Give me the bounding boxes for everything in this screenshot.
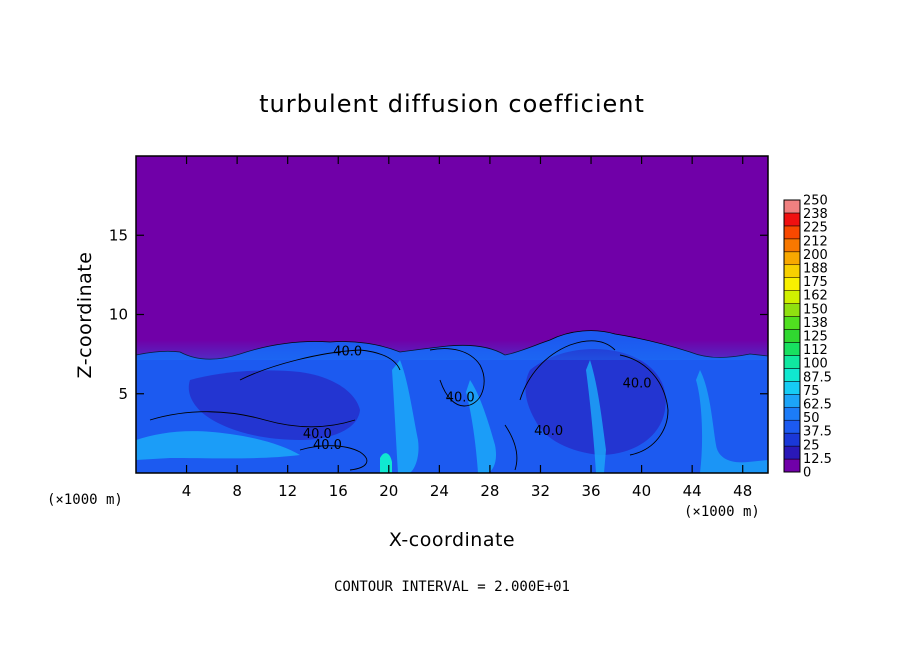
field-region-high	[696, 370, 768, 473]
colorbar-label: 250	[803, 194, 828, 209]
colorbar-swatch	[783, 368, 801, 382]
colorbar-label: 0	[803, 466, 811, 481]
contour-label: 40.0	[534, 424, 563, 439]
colorbar: 012.52537.55062.57587.510011212513815016…	[783, 194, 832, 481]
colorbar-label: 162	[803, 289, 828, 304]
x-tick-label: 8	[232, 482, 242, 500]
x-tick-label: 40	[632, 482, 651, 500]
contour-line	[519, 340, 616, 401]
colorbar-swatch	[783, 251, 801, 266]
colorbar-label: 87.5	[803, 370, 832, 385]
x-tick-label: 36	[581, 482, 600, 500]
colorbar-swatch	[783, 212, 801, 227]
colorbar-label: 50	[803, 411, 820, 426]
colorbar-swatch	[783, 445, 801, 460]
x-unit-label-left: (×1000 m)	[47, 492, 123, 508]
colorbar-label: 175	[803, 275, 828, 290]
colorbar-swatch	[783, 329, 801, 343]
colorbar-frame	[783, 199, 801, 473]
top-glow	[136, 340, 768, 360]
y-tick-label: 10	[109, 306, 128, 324]
contour-line	[299, 445, 368, 471]
contour-line	[504, 424, 518, 471]
contour-labels: 40.040.040.040.040.040.0	[303, 345, 652, 454]
x-axis-ticks: 4 8 12 16 20 24 28 32 36 40 44 48	[182, 156, 752, 500]
colorbar-swatch	[783, 316, 801, 330]
colorbar-label: 150	[803, 302, 828, 317]
contour-lines	[149, 340, 669, 471]
colorbar-swatch	[783, 342, 801, 356]
colorbar-label: 100	[803, 357, 828, 372]
colorbar-label: 125	[803, 330, 828, 345]
colorbar-swatch	[783, 225, 801, 240]
y-axis-label: Z-coordinate	[74, 252, 96, 379]
turbulence-field	[136, 330, 768, 473]
colorbar-label: 12.5	[803, 452, 832, 467]
x-tick-label: 24	[430, 482, 449, 500]
chart-title: turbulent diffusion coefficient	[259, 90, 645, 118]
colorbar-swatch	[783, 381, 801, 395]
colorbar-swatch	[783, 303, 801, 317]
colorbar-label: 138	[803, 316, 828, 331]
contour-label: 40.0	[623, 376, 652, 391]
colorbar-swatch	[783, 355, 801, 369]
x-tick-label: 20	[379, 482, 398, 500]
plot-area: 40.040.040.040.040.040.0	[136, 156, 768, 473]
field-region-high	[136, 431, 300, 460]
colorbar-swatch	[783, 458, 801, 473]
colorbar-label: 188	[803, 262, 828, 277]
contour-label: 40.0	[303, 427, 332, 442]
y-tick-label: 15	[109, 226, 128, 244]
colorbar-label: 75	[803, 384, 820, 399]
x-tick-label: 28	[480, 482, 499, 500]
field-region-high	[586, 360, 606, 473]
colorbar-label: 200	[803, 248, 828, 263]
colorbar-label: 62.5	[803, 398, 832, 413]
colorbar-swatch	[783, 432, 801, 447]
colorbar-label: 212	[803, 234, 828, 249]
colorbar-swatch	[783, 394, 801, 408]
colorbar-label: 238	[803, 207, 828, 222]
x-tick-label: 48	[733, 482, 752, 500]
y-axis-ticks: 5 10 15	[109, 226, 768, 403]
x-axis-label: X-coordinate	[389, 529, 515, 551]
colorbar-swatch	[783, 199, 801, 214]
x-tick-label: 16	[329, 482, 348, 500]
field-region-high	[392, 360, 419, 473]
x-tick-label: 44	[683, 482, 702, 500]
colorbar-swatch	[783, 277, 801, 291]
contour-label: 40.0	[446, 391, 475, 406]
contour-line	[619, 354, 669, 456]
y-tick-label: 5	[118, 385, 128, 403]
contour-interval-note: CONTOUR INTERVAL = 2.000E+01	[334, 579, 570, 595]
field-region-low	[188, 370, 360, 440]
contour-line	[239, 349, 401, 381]
colorbar-swatch	[783, 264, 801, 278]
colorbar-label: 112	[803, 343, 828, 358]
colorbar-label: 225	[803, 221, 828, 236]
contour-label: 40.0	[333, 345, 362, 360]
colorbar-label: 37.5	[803, 425, 832, 440]
contour-line	[149, 411, 356, 428]
x-tick-label: 12	[278, 482, 297, 500]
contour-label: 40.0	[313, 438, 342, 453]
x-unit-label-right: (×1000 m)	[684, 504, 760, 520]
x-tick-label: 32	[531, 482, 550, 500]
contour-line	[429, 348, 485, 407]
colorbar-swatch	[783, 419, 801, 434]
colorbar-swatch	[783, 290, 801, 304]
colorbar-swatch	[783, 238, 801, 253]
colorbar-swatch	[783, 406, 801, 421]
x-tick-label: 4	[182, 482, 192, 500]
colorbar-label: 25	[803, 438, 820, 453]
